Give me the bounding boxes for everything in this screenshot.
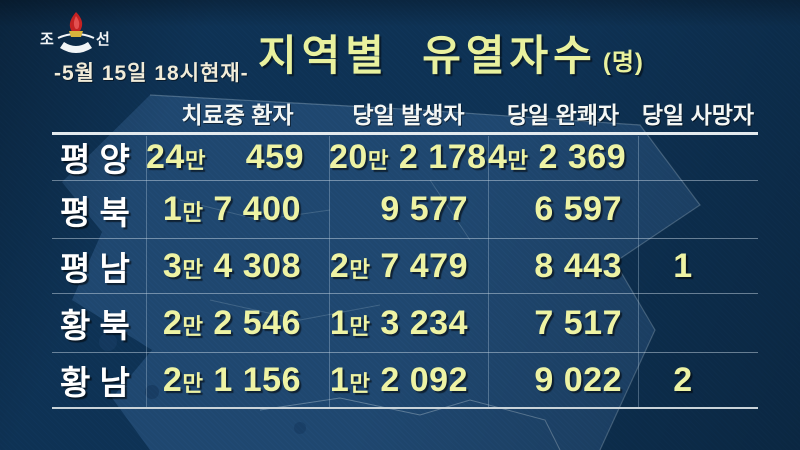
svg-text:조: 조 <box>40 31 54 48</box>
region-label: 황 북 <box>60 307 130 344</box>
cell-recovered: 6 597 <box>534 190 622 228</box>
region-label: 평 남 <box>60 250 130 287</box>
table-row-hwangbuk: 황 북 2만 2 546 1만 3 234 7 517 <box>52 294 758 352</box>
header-recovered: 당일 완쾌자 <box>506 102 620 128</box>
cell-new-cases: 2만 7 479 <box>329 246 468 285</box>
as-of-timestamp: -5월 15일 18시현재- <box>54 62 249 85</box>
cell-recovered: 8 443 <box>534 246 622 285</box>
region-label: 평 양 <box>60 141 130 178</box>
row-separator <box>52 180 758 181</box>
row-separator <box>52 293 758 294</box>
cell-treating: 24만 459 <box>146 137 304 176</box>
header-rule <box>52 132 758 135</box>
column-divider <box>329 136 330 407</box>
title-text: 지역별 유열자수 <box>258 32 597 79</box>
region-label: 황 남 <box>60 364 130 401</box>
table-bottom-rule <box>52 407 758 409</box>
cell-recovered: 4만 2 369 <box>488 137 627 176</box>
table-row-pyongyang: 평 양 24만 459 20만 2 178 4만 2 369 <box>52 133 758 180</box>
table-row-pyongnam: 평 남 3만 4 308 2만 7 479 8 443 1 <box>52 239 758 293</box>
table-header-row: 치료중 환자 당일 발생자 당일 완쾌자 당일 사망자 <box>52 94 758 132</box>
cell-treating: 1만 7 400 <box>162 190 301 228</box>
column-divider <box>638 136 639 407</box>
svg-text:선: 선 <box>96 31 110 48</box>
cell-deaths: 1 <box>673 246 693 285</box>
header-treating: 치료중 환자 <box>181 102 294 128</box>
cell-recovered: 7 517 <box>534 303 622 342</box>
header-new-cases: 당일 발생자 <box>352 102 465 128</box>
cell-new-cases: 1만 3 234 <box>329 303 468 342</box>
row-separator <box>52 352 758 353</box>
title-unit-label: (명) <box>602 49 644 76</box>
cell-treating: 2만 2 546 <box>162 303 301 342</box>
table-row-hwangnam: 황 남 2만 1 156 1만 2 092 9 022 2 <box>52 353 758 407</box>
cell-new-cases: 1만 2 092 <box>329 360 468 399</box>
cell-new-cases: 20만 2 178 <box>329 137 487 176</box>
cell-treating: 2만 1 156 <box>162 360 301 399</box>
cell-recovered: 9 022 <box>534 360 622 399</box>
column-divider <box>488 136 489 407</box>
page-title: 지역별 유열자수 (명) <box>258 22 644 83</box>
cell-deaths: 2 <box>673 360 693 399</box>
table-row-pyongbuk: 평 북 1만 7 400 9 577 6 597 <box>52 181 758 238</box>
cell-new-cases: 9 577 <box>380 190 468 228</box>
region-label: 평 북 <box>60 193 130 231</box>
cell-treating: 3만 4 308 <box>162 246 301 285</box>
header-deaths: 당일 사망자 <box>641 102 755 128</box>
column-divider <box>146 136 147 407</box>
row-separator <box>52 238 758 239</box>
kctv-torch-logo-icon: 조 선 <box>40 12 110 53</box>
header-region-spacer <box>52 94 146 132</box>
